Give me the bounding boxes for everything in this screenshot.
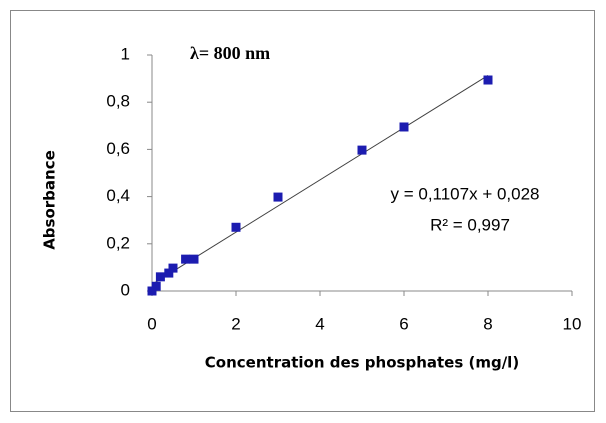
- y-tick-label: 0,4: [106, 186, 130, 205]
- data-point: [357, 145, 367, 155]
- data-point: [168, 263, 178, 273]
- x-tick-label: 0: [147, 314, 156, 333]
- data-point: [483, 75, 493, 85]
- data-point: [164, 268, 174, 278]
- x-tick-label: 8: [483, 314, 492, 333]
- data-point: [151, 281, 161, 291]
- y-tick-label: 1: [121, 44, 130, 63]
- annotation: λ= 800 nm: [190, 43, 270, 63]
- trendline-r2: R² = 0,997: [430, 215, 510, 234]
- y-axis-title: Absorbance: [41, 150, 59, 250]
- y-tick-label: 0,8: [106, 92, 130, 111]
- data-point: [189, 254, 199, 264]
- data-point: [231, 222, 241, 232]
- x-tick-label: 6: [399, 314, 408, 333]
- y-tick-label: 0,2: [106, 233, 130, 252]
- data-point: [181, 254, 191, 264]
- x-tick-label: 2: [231, 314, 240, 333]
- x-tick-label: 10: [563, 314, 582, 333]
- y-tick-label: 0,6: [106, 139, 130, 158]
- trendline: [151, 74, 489, 285]
- x-axis-title: Concentration des phosphates (mg/l): [205, 354, 519, 372]
- data-point: [147, 286, 157, 296]
- data-point: [155, 272, 165, 282]
- trendline-equation: y = 0,1107x + 0,028: [390, 184, 539, 203]
- x-tick-label: 4: [315, 314, 324, 333]
- data-point: [399, 122, 409, 132]
- y-tick-label: 0: [121, 280, 130, 299]
- chart-frame: [10, 10, 595, 412]
- data-point: [273, 192, 283, 202]
